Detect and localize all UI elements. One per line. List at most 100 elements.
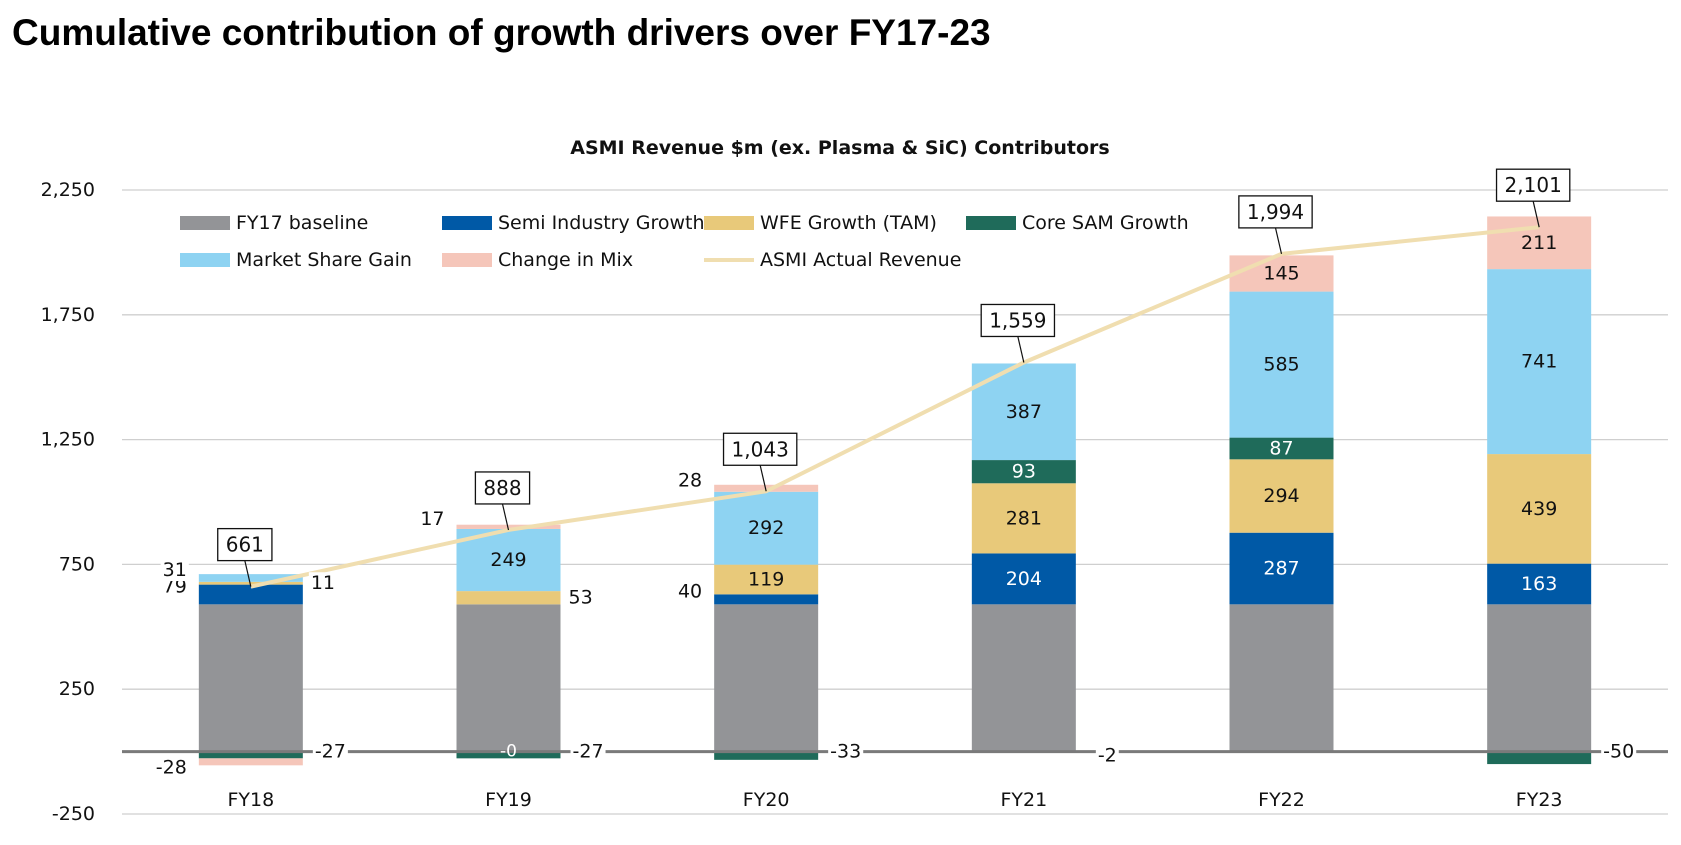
bar-data-label: -27	[573, 741, 604, 763]
bar-data-label: -2	[1098, 745, 1117, 767]
bar-data-label: 211	[1521, 232, 1557, 254]
label-background	[160, 559, 189, 582]
bar-data-label: 287	[1263, 558, 1299, 580]
y-tick-label: 250	[59, 678, 95, 700]
legend-label: ASMI Actual Revenue	[760, 249, 961, 271]
bar-data-label: 28	[678, 469, 702, 491]
leader-line	[1017, 336, 1025, 363]
bar-data-label: 439	[1521, 498, 1557, 520]
bar-segment	[714, 751, 819, 760]
revenue-callout-label: 661	[226, 533, 264, 557]
bar-segment	[1229, 291, 1334, 438]
bar-data-label: 11	[311, 572, 335, 594]
bar-segment	[971, 483, 1076, 554]
label-background	[418, 507, 447, 530]
legend-swatch	[966, 216, 1016, 230]
bar-data-label: 387	[1006, 401, 1042, 423]
bar-data-label: 294	[1263, 485, 1299, 507]
bar-segment	[1229, 255, 1334, 292]
bar-data-label: 585	[1263, 354, 1299, 376]
leader-line	[1274, 227, 1283, 255]
chart-title: ASMI Revenue $m (ex. Plasma & SiC) Contr…	[570, 137, 1109, 159]
revenue-callout: 1,559	[980, 303, 1056, 338]
y-tick-label: 2,250	[41, 179, 95, 201]
leader-line	[759, 465, 767, 492]
bar-data-label: 145	[1263, 262, 1299, 284]
bar-data-label: 31	[163, 559, 187, 581]
bar-data-label: -0	[500, 742, 517, 762]
legend-swatch	[180, 216, 230, 230]
leader-line	[244, 560, 252, 587]
bar-segment	[714, 491, 819, 565]
label-background	[312, 740, 348, 763]
bar-segment	[1229, 604, 1334, 752]
page-title: Cumulative contribution of growth driver…	[12, 12, 991, 53]
bar-data-label: 249	[490, 549, 526, 571]
x-tick-label: FY18	[227, 789, 274, 811]
label-background	[1601, 740, 1637, 763]
leader-line	[1532, 201, 1540, 228]
bar-segment	[198, 758, 303, 766]
bar-segment	[1229, 532, 1334, 605]
bar-segment	[198, 604, 303, 752]
bar-data-label: 281	[1006, 507, 1042, 529]
bar-segment	[198, 751, 303, 759]
bar-segment	[198, 581, 303, 585]
bar-segment	[1487, 563, 1592, 605]
bar-segment	[198, 574, 303, 582]
legend-swatch	[704, 216, 754, 230]
label-background	[566, 586, 595, 609]
bar-data-label: -50	[1603, 741, 1634, 763]
revenue-callout-box	[722, 432, 798, 466]
bar-segment	[1229, 459, 1334, 533]
bar-segment	[1487, 454, 1592, 564]
bar-data-label: 163	[1521, 573, 1557, 595]
revenue-callout: 1,994	[1238, 195, 1313, 229]
revenue-callout-label: 2,101	[1505, 173, 1562, 197]
bar-data-label: -28	[156, 757, 187, 779]
bar-segment	[714, 484, 819, 492]
legend-swatch	[442, 216, 492, 230]
label-background	[1095, 744, 1119, 767]
legend-label: WFE Growth (TAM)	[760, 212, 937, 234]
bar-data-label: 17	[420, 508, 444, 530]
bar-segment	[456, 604, 561, 752]
revenue-callout-box	[217, 527, 273, 562]
revenue-callout-box	[980, 303, 1056, 338]
bar-data-label: 204	[1006, 568, 1042, 590]
bar-segment	[1487, 604, 1592, 752]
bar-segment	[1229, 437, 1334, 460]
bar-segment	[1487, 269, 1592, 455]
legend-label: FY17 baseline	[236, 212, 368, 234]
label-background	[570, 740, 606, 763]
revenue-callout: 661	[217, 527, 273, 562]
x-tick-label: FY19	[485, 789, 532, 811]
revenue-callout: 888	[474, 471, 531, 505]
bar-segment	[456, 751, 561, 759]
revenue-callout-label: 1,043	[732, 437, 789, 461]
legend-label: Change in Mix	[498, 249, 633, 271]
bar-data-label: 40	[678, 580, 702, 602]
bar-segment	[714, 594, 819, 605]
bar-segment	[714, 564, 819, 595]
revenue-callout-label: 1,994	[1247, 200, 1304, 224]
legend-swatch	[180, 253, 230, 267]
label-background	[675, 469, 705, 492]
x-tick-label: FY21	[1000, 789, 1047, 811]
legend-label: Semi Industry Growth	[498, 212, 705, 234]
legend-swatch	[442, 253, 492, 267]
bar-data-label: 292	[748, 517, 784, 539]
bar-data-label: 119	[748, 569, 784, 591]
label-background	[828, 740, 864, 763]
bar-data-label: -27	[315, 741, 346, 763]
x-tick-label: FY20	[743, 789, 790, 811]
revenue-callout-box	[474, 471, 531, 505]
y-tick-label: 750	[59, 553, 95, 575]
x-tick-label: FY22	[1258, 789, 1305, 811]
label-background	[675, 580, 705, 603]
revenue-callout-box	[1238, 195, 1313, 229]
actual-revenue-line	[250, 225, 1540, 589]
revenue-callout: 1,043	[722, 432, 798, 466]
bar-segment	[971, 553, 1076, 605]
bar-segment	[971, 604, 1076, 752]
